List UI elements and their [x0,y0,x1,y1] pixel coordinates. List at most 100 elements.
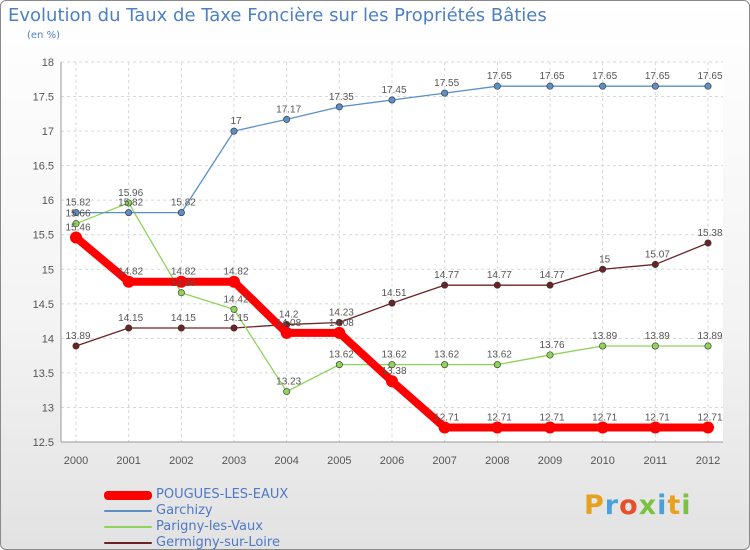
data-label: 15.82 [65,198,90,209]
data-point [493,82,501,90]
y-tick-label: 15 [42,264,54,276]
data-point [125,199,133,207]
data-label: 13.62 [381,350,406,361]
data-point [599,265,607,273]
legend-swatch [104,510,152,512]
data-label: 14.15 [118,313,143,324]
data-label: 14.2 [279,310,299,321]
data-label: 12.71 [645,412,670,423]
data-point [544,421,556,434]
data-point [125,209,133,217]
data-point [493,281,501,289]
data-label: 15.38 [697,228,722,239]
data-point [491,421,504,434]
data-label: 13.62 [487,350,512,361]
data-label: 14.23 [329,307,354,318]
y-tick-label: 18 [42,57,54,69]
y-tick-label: 14 [42,333,54,345]
data-label: 12.71 [487,412,512,423]
data-label: 13.38 [381,366,406,377]
data-point [388,96,396,104]
data-label: 15.96 [118,188,143,199]
data-point [546,351,554,359]
x-tick-label: 2010 [590,455,614,467]
data-point [441,89,449,97]
data-point [438,421,451,434]
data-label: 14.82 [223,267,248,278]
data-point [283,388,291,396]
data-point [333,326,346,339]
data-label: 14.08 [329,318,354,329]
data-point [651,82,659,90]
data-point [72,342,80,350]
y-tick-label: 15.5 [33,230,54,242]
data-point [599,82,607,90]
data-point [335,361,343,369]
data-label: 17.35 [329,92,354,103]
data-label: 13.89 [65,331,90,342]
data-label: 13.23 [276,377,301,388]
data-label: 14.77 [539,270,564,281]
data-label: 13.62 [434,350,459,361]
data-point [177,289,185,297]
data-label: 12.71 [697,412,722,423]
data-point [704,342,712,350]
data-label: 17.45 [381,85,406,96]
data-label: 17.65 [592,71,617,82]
data-label: 13.89 [645,331,670,342]
data-point [228,275,240,288]
data-label: 13.62 [329,350,354,361]
data-label: 17.17 [276,104,301,115]
data-label: 13.89 [592,331,617,342]
data-label: 15.66 [65,209,90,220]
brand-logo: Proxiti [584,490,692,521]
data-point [177,324,185,332]
data-label: 15 [599,254,611,265]
legend-item: Garchizy [156,503,213,518]
data-label: 17.55 [434,78,459,89]
data-point [72,220,80,228]
data-point [704,82,712,90]
y-tick-label: 13.5 [33,368,54,380]
x-tick-label: 2003 [222,455,246,467]
legend-swatch [104,490,152,500]
data-point [596,421,609,434]
data-point [122,275,135,288]
data-label: 14.77 [434,270,459,281]
y-tick-label: 13 [42,402,54,414]
data-label: 17.65 [697,71,722,82]
data-point [386,375,398,388]
x-tick-label: 2008 [485,455,509,467]
data-point [230,324,238,332]
data-label: 14.15 [171,313,196,324]
data-label: 14.15 [223,313,248,324]
x-tick-label: 2002 [169,455,193,467]
data-point [441,361,449,369]
data-label: 14.66 [171,278,196,289]
data-label: 15.07 [645,249,670,260]
data-point [72,209,80,217]
data-point [70,231,82,244]
data-point [283,115,291,123]
data-label: 14.08 [276,318,301,329]
x-tick-label: 2001 [116,455,140,467]
x-tick-label: 2006 [380,455,404,467]
chart-title: Evolution du Taux de Taxe Foncière sur l… [8,5,547,26]
y-tick-label: 16.5 [33,161,54,173]
y-tick-label: 12.5 [33,437,54,449]
y-tick-label: 16 [42,195,54,207]
legend-swatch [104,542,152,544]
data-label: 17.65 [645,71,670,82]
data-label: 13.76 [539,340,564,351]
data-point [651,260,659,268]
data-label: 12.71 [434,412,459,423]
data-label: 14.51 [381,288,406,299]
data-label: 12.71 [539,412,564,423]
data-point [493,361,501,369]
chart-subtitle: (en %) [27,30,60,41]
data-label: 13.89 [697,331,722,342]
data-label: 17.65 [487,71,512,82]
data-point [441,281,449,289]
